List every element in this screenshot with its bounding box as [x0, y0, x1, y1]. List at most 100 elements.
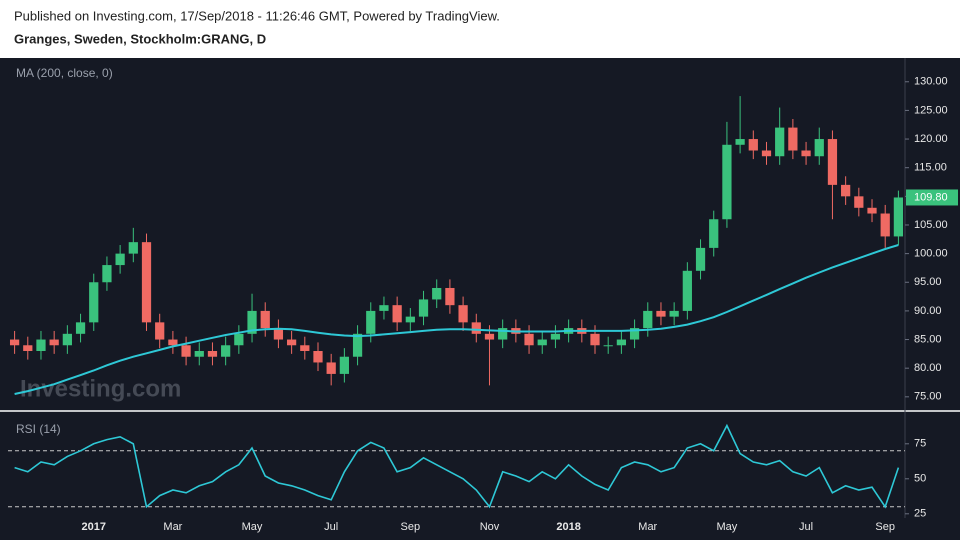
last-price-label: 109.80 — [914, 191, 948, 203]
candle-body — [616, 339, 627, 346]
candle-body — [392, 305, 402, 323]
x-tick-label: 2017 — [82, 521, 106, 533]
ma-line — [14, 244, 899, 395]
candle-body — [128, 242, 138, 254]
candle-body — [841, 184, 851, 197]
candle-body — [629, 328, 640, 340]
x-tick-label: Jul — [324, 521, 338, 533]
candle-body — [155, 322, 165, 340]
x-tick-label: 2018 — [556, 521, 580, 533]
candle-body — [550, 333, 561, 340]
y-tick-label: 75 — [914, 438, 926, 450]
y-tick-label: 100.00 — [914, 248, 948, 260]
y-tick-label: 80.00 — [914, 362, 942, 374]
candle-body — [273, 328, 284, 340]
candle-body — [326, 362, 336, 374]
candle-body — [814, 139, 824, 157]
candle-body — [300, 345, 310, 351]
candle-body — [722, 144, 732, 220]
y-tick-label: 125.00 — [914, 104, 948, 116]
candle-body — [524, 333, 534, 346]
candle-body — [247, 310, 257, 334]
candle-body — [221, 345, 231, 357]
candle-body — [893, 197, 904, 237]
candle-body — [484, 333, 495, 340]
candle-body — [141, 242, 152, 323]
candle-body — [49, 339, 59, 346]
candle-body — [181, 345, 191, 357]
y-tick-label: 50 — [914, 473, 926, 485]
candle-body — [656, 310, 666, 317]
candle-body — [537, 339, 547, 346]
candle-body — [695, 247, 706, 271]
candle-body — [207, 350, 218, 357]
candle-body — [867, 207, 877, 214]
y-tick-label: 85.00 — [914, 333, 942, 345]
candle-body — [801, 150, 811, 157]
y-tick-label: 90.00 — [914, 305, 942, 317]
x-tick-label: Mar — [163, 521, 182, 533]
candle-body — [432, 287, 442, 300]
candle-body — [603, 345, 613, 347]
candle-body — [761, 150, 772, 157]
candle-body — [313, 350, 323, 363]
candle-body — [102, 265, 112, 283]
candle-body — [115, 253, 125, 266]
y-tick-label: 105.00 — [914, 219, 948, 231]
candle-body — [498, 328, 508, 340]
candle-body — [445, 287, 455, 306]
x-tick-label: Mar — [638, 521, 657, 533]
watermark: Investing.com — [20, 375, 181, 402]
candle-body — [880, 213, 890, 237]
candle-body — [590, 333, 600, 346]
candle-body — [379, 305, 389, 311]
candle-body — [854, 196, 864, 208]
rsi-line — [14, 423, 900, 509]
y-tick-label: 130.00 — [914, 76, 948, 88]
candle-body — [168, 339, 178, 346]
candle-body — [9, 339, 20, 346]
y-tick-label: 75.00 — [914, 391, 942, 403]
y-tick-label: 25 — [914, 508, 926, 520]
ma-legend: MA (200, close, 0) — [16, 66, 113, 80]
candle-body — [75, 322, 86, 334]
candle-body — [669, 310, 679, 317]
candle-body — [643, 310, 653, 329]
symbol-title: Granges, Sweden, Stockholm:GRANG, D — [14, 31, 266, 46]
x-tick-label: Sep — [875, 521, 895, 533]
x-tick-label: May — [717, 521, 738, 533]
candle-body — [682, 270, 692, 311]
x-tick-label: Jul — [799, 521, 813, 533]
chart-background — [0, 58, 960, 540]
candle-body — [709, 219, 719, 248]
x-tick-label: May — [242, 521, 263, 533]
candle-body — [458, 305, 468, 323]
candle-body — [286, 339, 297, 346]
candle-body — [23, 345, 33, 351]
candle-body — [827, 139, 838, 185]
candle-body — [62, 333, 72, 346]
x-tick-label: Nov — [480, 521, 500, 533]
candle-body — [89, 282, 99, 323]
candle-body — [418, 299, 429, 317]
candle-body — [352, 333, 363, 357]
candle-body — [260, 310, 270, 329]
candle-body — [405, 316, 415, 323]
candle-body — [234, 333, 244, 346]
last-price-tag — [906, 189, 958, 206]
candle-body — [194, 350, 204, 357]
candle-body — [36, 339, 46, 351]
published-note: Published on Investing.com, 17/Sep/2018 … — [14, 8, 500, 23]
y-tick-label: 120.00 — [914, 133, 948, 145]
candle-body — [775, 127, 785, 157]
candle-body — [748, 139, 758, 151]
candle-body — [788, 127, 798, 151]
y-tick-label: 115.00 — [914, 162, 947, 174]
rsi-legend: RSI (14) — [16, 422, 61, 436]
candle-body — [735, 139, 745, 145]
y-tick-label: 95.00 — [914, 276, 942, 288]
candle-body — [339, 356, 349, 374]
candle-body — [471, 322, 481, 334]
